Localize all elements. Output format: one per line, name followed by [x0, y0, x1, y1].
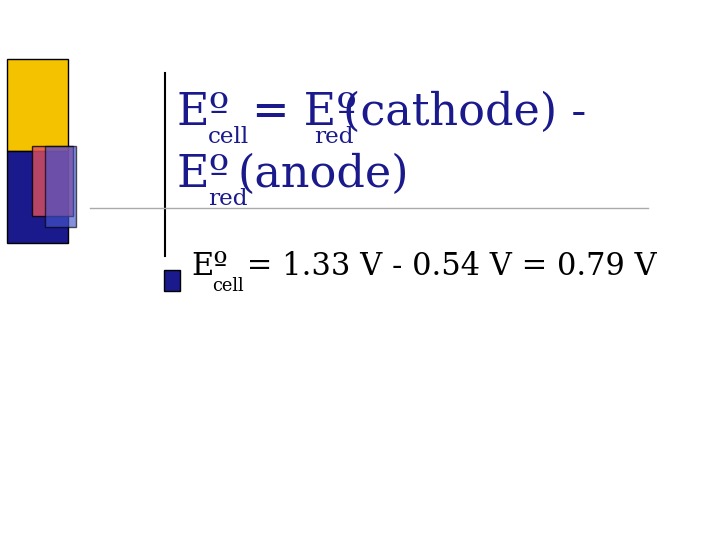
Text: red: red: [315, 126, 354, 147]
Text: cell: cell: [212, 276, 244, 295]
FancyBboxPatch shape: [163, 270, 181, 292]
Text: red: red: [208, 188, 247, 210]
Text: = Eº: = Eº: [238, 91, 357, 134]
Text: (cathode) -: (cathode) -: [343, 91, 586, 134]
Text: (anode): (anode): [238, 153, 410, 197]
Text: Eº: Eº: [176, 153, 230, 197]
Text: = 1.33 V - 0.54 V = 0.79 V: = 1.33 V - 0.54 V = 0.79 V: [238, 251, 657, 282]
Point: [161, 70, 170, 76]
Text: Eº: Eº: [176, 91, 230, 134]
Point: [161, 253, 170, 259]
Text: cell: cell: [208, 126, 249, 147]
Text: Eº: Eº: [192, 251, 228, 282]
